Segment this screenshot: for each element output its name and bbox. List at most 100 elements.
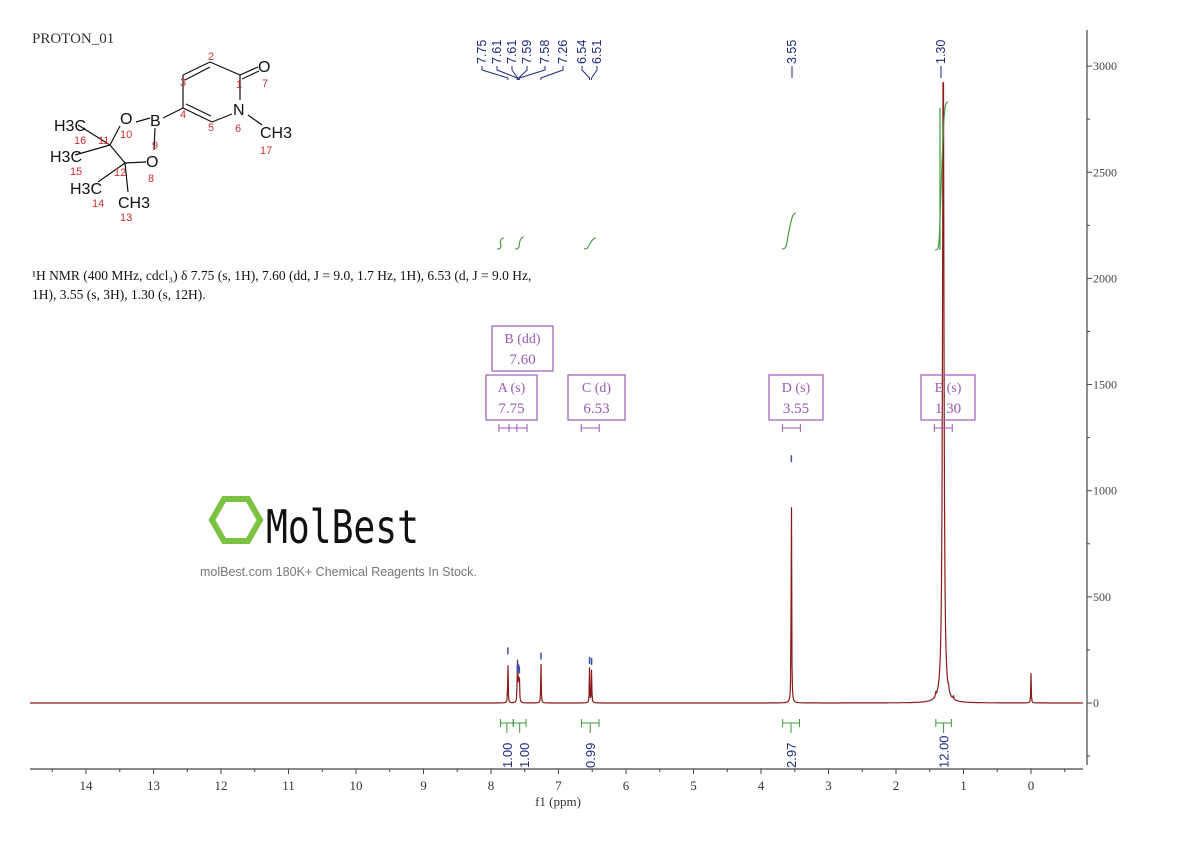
x-tick-label: 0: [1028, 778, 1035, 793]
peak-shift-label: 7.59: [520, 40, 534, 64]
peak-shift-label: 3.55: [785, 40, 799, 64]
multiplet-range: [933, 424, 953, 432]
atom-number: 2: [208, 51, 214, 63]
multiplet-name: D (s): [782, 381, 811, 396]
multiplet-shift: 3.55: [783, 401, 809, 417]
y-tick-label: 500: [1093, 590, 1111, 604]
atom-label: O: [146, 154, 158, 171]
integral-value: 2.97: [784, 743, 799, 768]
x-tick-label: 7: [555, 778, 562, 793]
y-tick-label: 2000: [1093, 271, 1117, 285]
atom-label: CH3: [260, 125, 292, 142]
atom-number: 17: [260, 145, 272, 157]
x-tick-label: 9: [420, 778, 427, 793]
multiplet-name: A (s): [498, 381, 526, 396]
atom-number: 4: [180, 109, 186, 121]
integral-curve: [583, 237, 597, 250]
atom-label: CH3: [118, 195, 150, 212]
atom-number: 10: [120, 129, 132, 141]
spectrum-trace: [30, 82, 1083, 704]
x-tick-label: 13: [147, 778, 160, 793]
integral-bracket: [512, 719, 527, 733]
atom-number: 16: [74, 135, 86, 147]
multiplet-shift: 6.53: [583, 401, 609, 417]
atom-label: H3C: [50, 149, 82, 166]
multiplet-name: E (s): [935, 381, 962, 396]
multiplet-range: [781, 424, 801, 432]
atom-number: 7: [262, 78, 268, 90]
peak-label-connector: [518, 66, 546, 80]
peak-shift-label: 7.61: [505, 40, 519, 64]
multiplet-box: [485, 374, 538, 421]
atom-number: 1: [236, 79, 242, 91]
integral-curve: [781, 212, 797, 250]
atom-label: O: [120, 111, 132, 128]
x-tick-label: 5: [690, 778, 697, 793]
y-tick-label: 3000: [1093, 59, 1117, 73]
peak-shift-label: 6.51: [590, 40, 604, 64]
x-axis-label: f1 (ppm): [535, 794, 581, 809]
x-tick-label: 14: [80, 778, 94, 793]
integral-bracket: [580, 719, 600, 733]
experiment-label: PROTON_01: [32, 31, 115, 47]
integral-value: 0.99: [583, 743, 598, 768]
atom-label: O: [258, 59, 270, 76]
atom-number: 14: [92, 198, 104, 210]
multiplet-box: [491, 325, 554, 372]
y-tick-label: 0: [1093, 696, 1099, 710]
peak-label-connector: [511, 66, 519, 80]
x-tick-label: 8: [488, 778, 495, 793]
peak-shift-label: 6.54: [575, 40, 589, 64]
multiplet-shift: 7.60: [509, 352, 535, 368]
atom-number: 9: [152, 140, 158, 152]
multiplet-name: B (dd): [504, 332, 541, 347]
y-tick-label: 2500: [1093, 165, 1117, 179]
peak-label-connector: [591, 66, 598, 80]
atom-number: 12: [114, 167, 126, 179]
x-tick-label: 12: [215, 778, 228, 793]
atom-label: B: [150, 113, 161, 130]
peak-label-connector: [581, 66, 591, 80]
atom-label: N: [233, 102, 245, 119]
peak-label-connector: [540, 66, 564, 80]
integral-value: 12.00: [937, 735, 952, 768]
peak-shift-label: 7.75: [475, 40, 489, 64]
y-tick-label: 1500: [1093, 378, 1117, 392]
x-tick-label: 4: [758, 778, 765, 793]
atom-number: 3: [180, 77, 186, 89]
peak-shift-label: 7.58: [538, 40, 552, 64]
description-line-2: 1H), 3.55 (s, 3H), 1.30 (s, 12H).: [32, 287, 206, 302]
multiplet-box: [768, 374, 824, 421]
atom-number: 15: [70, 166, 82, 178]
multiplet-box: [920, 374, 976, 421]
peak-shift-label: 7.26: [556, 40, 570, 64]
atom-number: 5: [208, 122, 214, 134]
integral-bracket: [782, 719, 800, 733]
multiplet-box: [567, 374, 626, 421]
multiplet-range: [508, 424, 528, 432]
integral-bracket: [935, 719, 952, 733]
atom-number: 11: [98, 135, 109, 147]
x-tick-label: 3: [825, 778, 832, 793]
multiplet-name: C (d): [582, 381, 612, 396]
integral-curve: [934, 101, 949, 251]
x-tick-label: 11: [282, 778, 295, 793]
atom-label: H3C: [70, 181, 102, 198]
atom-number: 8: [148, 173, 154, 185]
integral-value: 1.00: [500, 743, 515, 768]
integral-curve: [514, 236, 525, 250]
nmr-description: ¹H NMR (400 MHz, cdcl₃) δ 7.75 (s, 1H), …: [32, 266, 672, 304]
multiplet-shift: 7.75: [498, 401, 524, 417]
description-line-1: ¹H NMR (400 MHz, cdcl₃) δ 7.75 (s, 1H), …: [32, 268, 532, 283]
integral-value: 1.00: [517, 743, 532, 768]
integral-curve: [496, 237, 505, 250]
integral-bracket: [499, 719, 514, 733]
peak-shift-label: 1.30: [934, 40, 948, 64]
y-tick-label: 1000: [1093, 484, 1117, 498]
multiplet-shift: 1.30: [935, 401, 961, 417]
atom-number: 13: [120, 212, 132, 224]
x-tick-label: 2: [893, 778, 900, 793]
x-tick-label: 1: [960, 778, 967, 793]
x-tick-label: 10: [350, 778, 363, 793]
